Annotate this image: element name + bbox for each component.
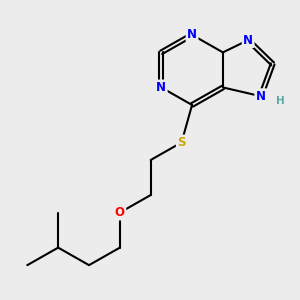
Text: S: S: [177, 136, 186, 149]
Text: H: H: [276, 97, 284, 106]
Text: N: N: [256, 90, 266, 103]
Text: N: N: [156, 81, 166, 94]
Text: O: O: [115, 206, 125, 219]
Text: N: N: [243, 34, 253, 46]
Text: N: N: [187, 28, 197, 41]
